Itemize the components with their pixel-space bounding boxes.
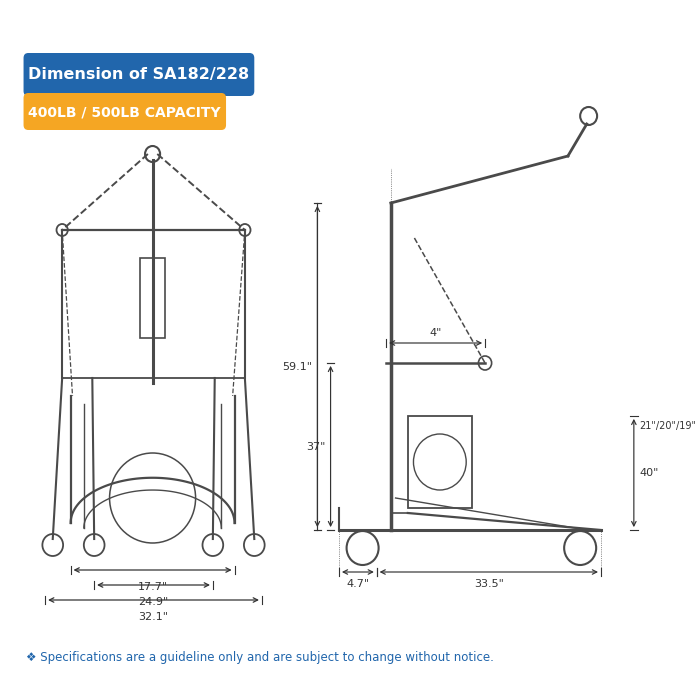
Text: 400LB / 500LB CAPACITY: 400LB / 500LB CAPACITY bbox=[28, 105, 221, 119]
Text: 59.1": 59.1" bbox=[283, 361, 313, 372]
Text: 33.5": 33.5" bbox=[474, 579, 504, 589]
Bar bbox=[408, 416, 472, 508]
Circle shape bbox=[84, 534, 104, 556]
Text: 17.7": 17.7" bbox=[137, 582, 167, 592]
Circle shape bbox=[346, 531, 379, 565]
Text: Dimension of SA182/228: Dimension of SA182/228 bbox=[28, 67, 249, 83]
Circle shape bbox=[564, 531, 596, 565]
Bar bbox=[140, 258, 164, 338]
Circle shape bbox=[43, 534, 63, 556]
Text: 21"/20"/19": 21"/20"/19" bbox=[640, 421, 696, 431]
Circle shape bbox=[239, 224, 251, 236]
Text: 40": 40" bbox=[640, 468, 659, 478]
Text: ❖ Specifications are a guideline only and are subject to change without notice.: ❖ Specifications are a guideline only an… bbox=[27, 652, 494, 664]
Circle shape bbox=[580, 107, 597, 125]
Text: 37": 37" bbox=[307, 442, 326, 452]
FancyBboxPatch shape bbox=[24, 53, 254, 96]
Circle shape bbox=[478, 356, 491, 370]
Text: 32.1": 32.1" bbox=[139, 612, 169, 622]
Text: 4": 4" bbox=[429, 328, 442, 338]
Circle shape bbox=[145, 146, 160, 162]
Circle shape bbox=[244, 534, 265, 556]
Text: 24.9": 24.9" bbox=[139, 597, 169, 607]
Circle shape bbox=[202, 534, 223, 556]
Circle shape bbox=[57, 224, 68, 236]
Text: 4.7": 4.7" bbox=[346, 579, 370, 589]
FancyBboxPatch shape bbox=[24, 93, 226, 130]
